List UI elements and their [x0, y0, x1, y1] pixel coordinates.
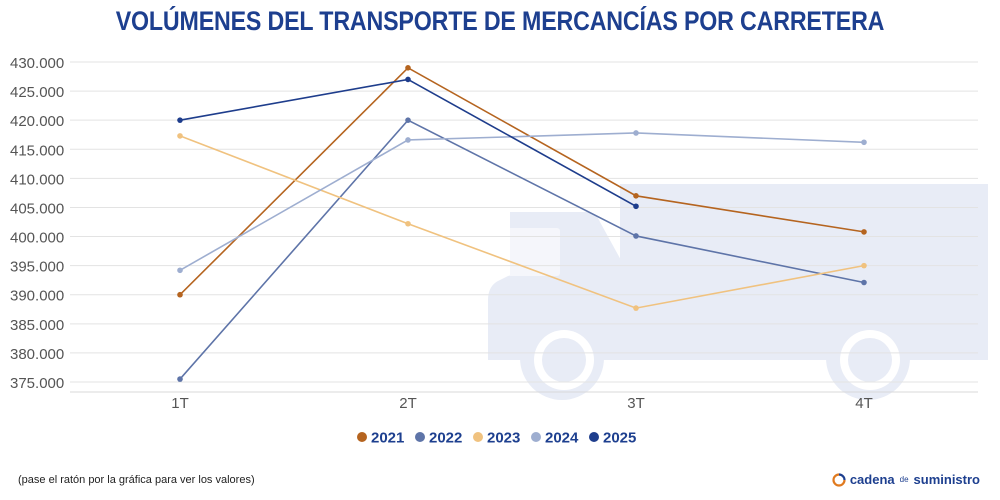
legend-label-2021[interactable]: 2021 — [371, 430, 404, 447]
y-axis: 375.000 380.000 385.000 390.000 395.000 400.0… — [10, 55, 64, 392]
data-point-2021[interactable] — [633, 193, 639, 199]
y-tick-label: 430.000 — [10, 55, 64, 72]
data-point-2024[interactable] — [633, 130, 639, 136]
data-point-2024[interactable] — [405, 137, 411, 143]
data-point-2021[interactable] — [405, 65, 411, 71]
data-point-2022[interactable] — [177, 376, 183, 382]
x-axis: 1T 2T 3T 4T — [171, 395, 873, 412]
data-point-2025[interactable] — [177, 117, 183, 123]
legend-label-2023[interactable]: 2023 — [487, 430, 520, 447]
series-line-2022 — [179, 119, 865, 380]
series-line-2023 — [179, 135, 865, 309]
brand-part1: cadena — [849, 472, 895, 487]
y-tick-label: 395.000 — [10, 259, 64, 276]
legend-marker-2025 — [589, 432, 599, 442]
data-point-2021[interactable] — [861, 229, 867, 235]
refresh-icon — [832, 472, 846, 487]
legend-marker-2022 — [415, 432, 425, 442]
truck-watermark-icon — [488, 184, 988, 400]
data-point-2025[interactable] — [405, 76, 411, 83]
legend-label-2025[interactable]: 2025 — [603, 430, 636, 447]
y-tick-label: 405.000 — [10, 200, 64, 217]
brand-logo: cadena de suministro — [832, 472, 980, 487]
legend-label-2024[interactable]: 2024 — [545, 430, 579, 447]
legend-label-2022[interactable]: 2022 — [429, 430, 462, 447]
y-tick-label: 400.000 — [10, 230, 64, 247]
data-point-2022[interactable] — [405, 117, 411, 123]
brand-part3: suministro — [913, 472, 980, 487]
x-tick-label: 2T — [399, 395, 417, 412]
y-tick-label: 380.000 — [10, 346, 64, 363]
y-tick-label: 390.000 — [10, 288, 64, 305]
legend-marker-2021 — [357, 432, 367, 442]
data-point-2023[interactable] — [177, 133, 183, 139]
data-point-2023[interactable] — [633, 305, 639, 311]
grid-lines — [70, 61, 978, 393]
x-tick-label: 4T — [855, 395, 873, 412]
x-tick-label: 1T — [171, 395, 189, 412]
y-tick-label: 410.000 — [10, 171, 64, 188]
series-line-2025 — [179, 78, 637, 207]
data-point-2022[interactable] — [633, 233, 639, 239]
data-point-2024[interactable] — [861, 139, 867, 146]
series-line-2024 — [179, 132, 865, 271]
series-line-2021 — [179, 66, 865, 296]
data-point-2023[interactable] — [405, 220, 411, 227]
data-point-2023[interactable] — [861, 262, 867, 269]
chart-title: VOLÚMENES DEL TRANSPORTE DE MERCANCÍAS P… — [115, 6, 885, 36]
y-tick-label: 375.000 — [10, 375, 64, 392]
y-tick-label: 425.000 — [10, 84, 64, 101]
y-tick-label: 420.000 — [10, 113, 64, 130]
data-point-2025[interactable] — [633, 203, 639, 210]
legend-marker-2023 — [473, 432, 483, 442]
series-group — [177, 65, 867, 382]
y-tick-label: 385.000 — [10, 317, 64, 334]
y-tick-label: 415.000 — [10, 142, 64, 159]
x-tick-label: 3T — [627, 395, 645, 412]
footnote: (pase el ratón por la gráfica para ver l… — [18, 474, 255, 486]
legend[interactable]: 2021 2022 2023 2024 2025 — [357, 430, 636, 447]
data-point-2022[interactable] — [861, 279, 867, 286]
legend-marker-2024 — [531, 432, 541, 442]
data-point-2024[interactable] — [177, 267, 183, 274]
brand-part2: de — [899, 475, 909, 484]
data-point-2021[interactable] — [177, 291, 183, 298]
